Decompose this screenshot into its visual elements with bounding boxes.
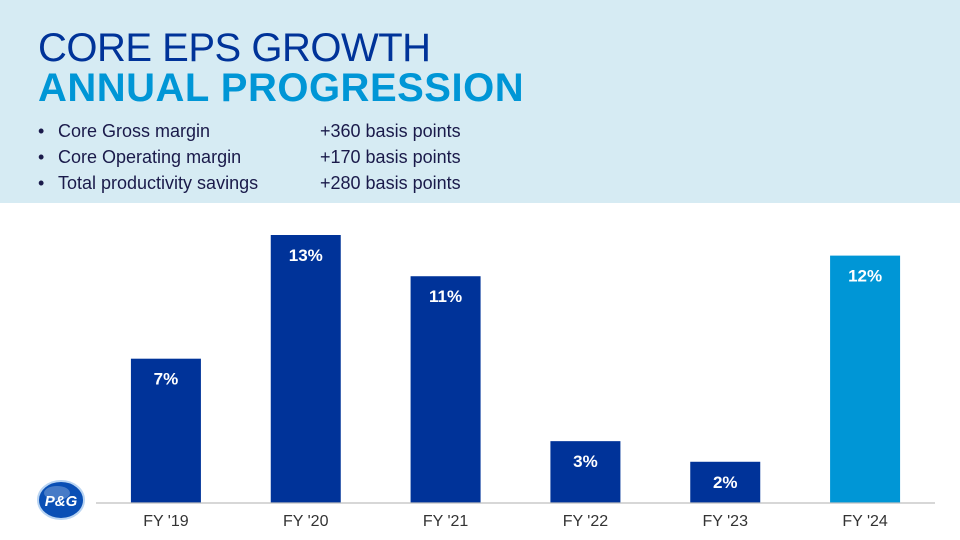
bullet-icon: • — [38, 173, 45, 193]
bar-5 — [830, 255, 901, 503]
x-tick-label: FY '21 — [423, 513, 469, 530]
page-title: CORE EPS GROWTH — [38, 26, 431, 70]
bar-value-label: 2% — [713, 473, 738, 492]
metric-label: Core Operating margin — [58, 147, 242, 167]
metrics-list: • Core Gross margin +360 basis points • Cor… — [38, 118, 461, 196]
x-tick-label: FY '22 — [563, 513, 609, 530]
metric-value: +360 basis points — [320, 121, 461, 141]
metric-item: • Core Operating margin +170 basis points — [38, 144, 461, 170]
bar-2 — [410, 276, 481, 503]
bar-value-label: 3% — [573, 452, 598, 471]
pg-logo-icon: P&G — [37, 480, 85, 520]
bar-value-label: 11% — [429, 287, 462, 306]
x-tick-label: FY '24 — [842, 513, 888, 530]
metric-label: Total productivity savings — [58, 173, 259, 193]
bar-value-label: 13% — [289, 246, 323, 265]
bar-value-label: 12% — [848, 267, 882, 286]
bullet-icon: • — [38, 121, 45, 141]
metric-item: • Core Gross margin +360 basis points — [38, 118, 461, 144]
bar-1 — [270, 235, 341, 503]
metric-item: • Total productivity savings +280 basis po… — [38, 170, 461, 196]
metric-value: +280 basis points — [320, 173, 461, 193]
bar-4 — [690, 461, 761, 503]
logo-text: P&G — [45, 493, 78, 510]
x-tick-label: FY '23 — [703, 513, 749, 530]
metric-value: +170 basis points — [320, 147, 461, 167]
page-subtitle: ANNUAL PROGRESSION — [38, 66, 525, 110]
header-banner: CORE EPS GROWTH ANNUAL PROGRESSION • Core… — [0, 0, 960, 203]
bar-3 — [550, 441, 621, 503]
bullet-icon: • — [38, 147, 45, 167]
x-tick-label: FY '19 — [143, 513, 189, 530]
bar-value-label: 7% — [154, 370, 179, 389]
bar-0 — [130, 358, 201, 503]
x-tick-label: FY '20 — [283, 513, 329, 530]
metric-label: Core Gross margin — [58, 121, 211, 141]
eps-growth-bar-chart: 7% FY '19 13% FY '20 11% FY '21 3% FY '22 2% FY '… — [96, 235, 935, 530]
